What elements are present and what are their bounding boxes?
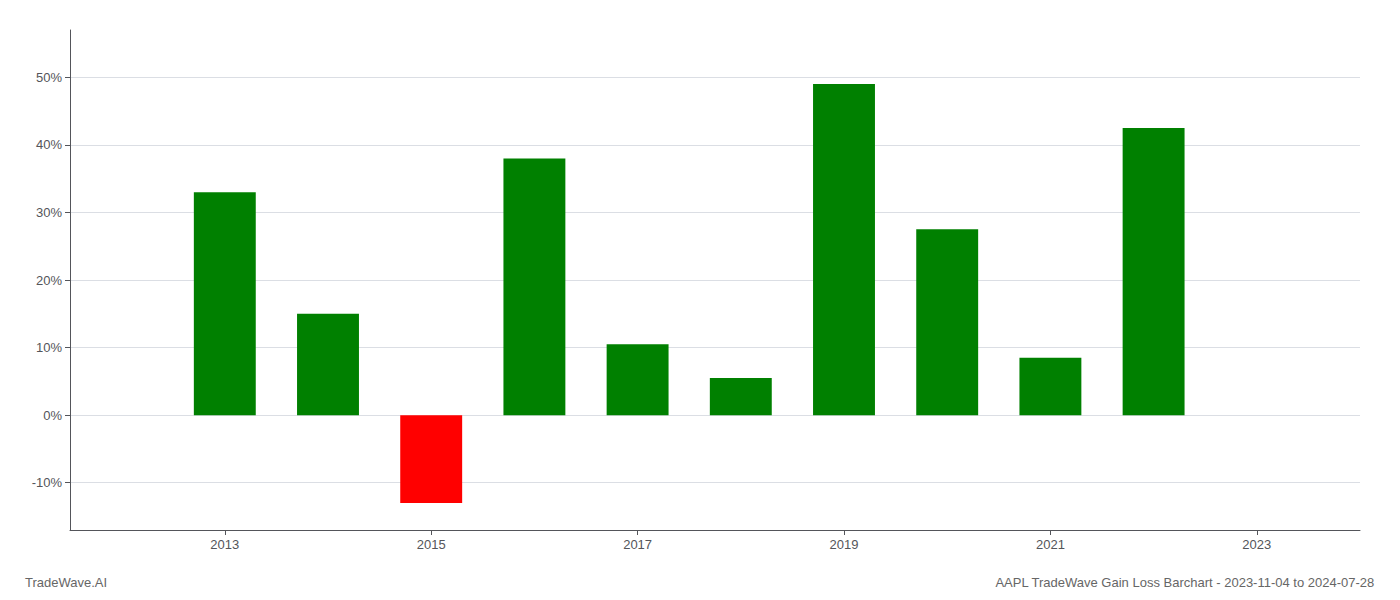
svg-text:2017: 2017 — [623, 537, 652, 552]
svg-text:50%: 50% — [36, 70, 62, 85]
svg-text:2023: 2023 — [1242, 537, 1271, 552]
svg-text:AAPL TradeWave Gain Loss Barch: AAPL TradeWave Gain Loss Barchart - 2023… — [995, 575, 1374, 590]
svg-text:2015: 2015 — [417, 537, 446, 552]
svg-text:0%: 0% — [43, 408, 62, 423]
svg-text:2019: 2019 — [830, 537, 859, 552]
svg-text:TradeWave.AI: TradeWave.AI — [25, 575, 107, 590]
svg-text:40%: 40% — [36, 137, 62, 152]
svg-text:-10%: -10% — [32, 475, 63, 490]
svg-text:20%: 20% — [36, 273, 62, 288]
svg-text:10%: 10% — [36, 340, 62, 355]
svg-text:2021: 2021 — [1036, 537, 1065, 552]
svg-text:2013: 2013 — [210, 537, 239, 552]
svg-text:30%: 30% — [36, 205, 62, 220]
